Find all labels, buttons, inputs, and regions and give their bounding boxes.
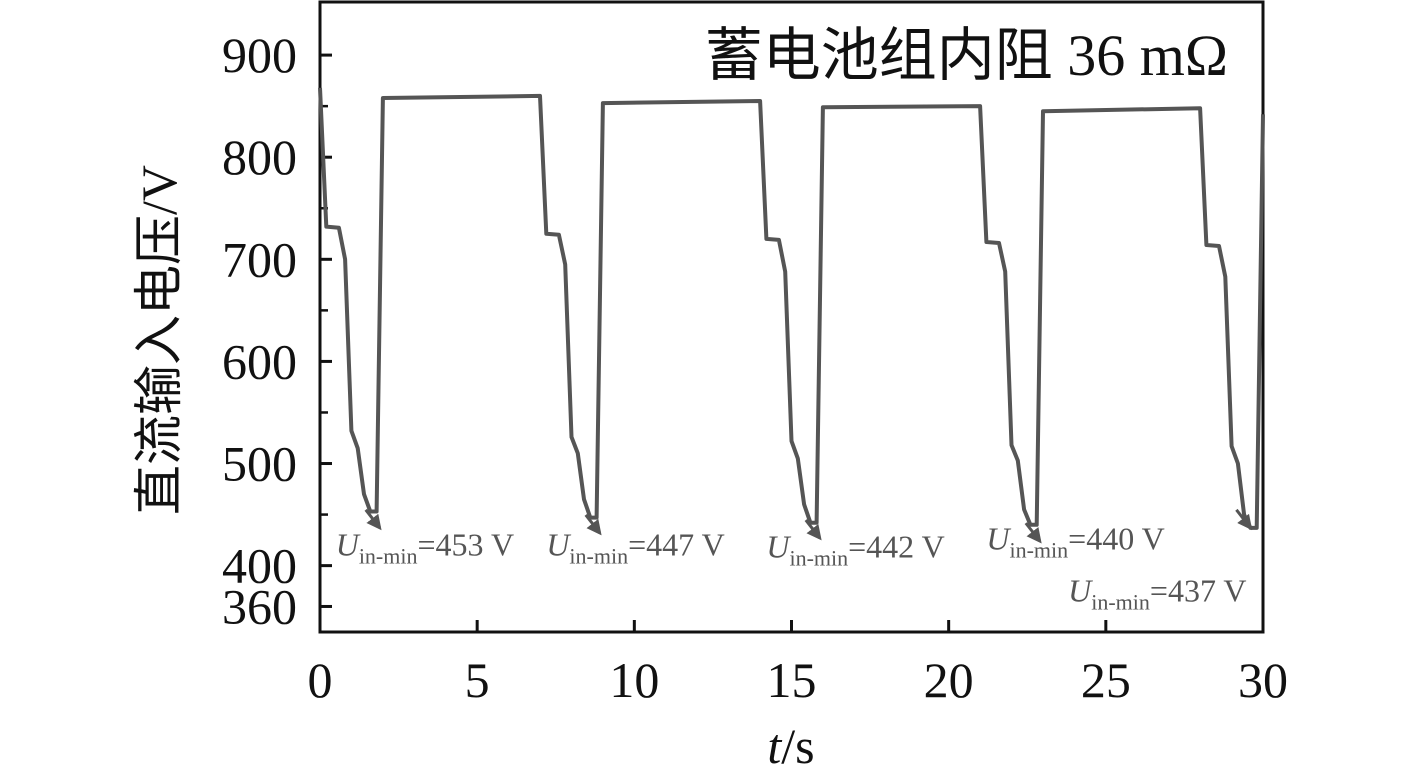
annotation-value: =437 V xyxy=(1150,572,1247,608)
annotation-arrow xyxy=(584,514,602,536)
x-tick-label: 25 xyxy=(1081,652,1131,708)
annotation-subscript: in-min xyxy=(359,543,418,568)
annotation-symbol: U xyxy=(546,526,571,562)
series-layer xyxy=(318,87,1265,530)
y-tick-label: 800 xyxy=(222,129,297,185)
x-tick-label: 20 xyxy=(924,652,974,708)
annotation-label: Uin-min=440 V xyxy=(986,520,1164,562)
annotation-arrow xyxy=(804,519,822,541)
annotation-arrow xyxy=(364,508,382,531)
y-tick-label: 900 xyxy=(222,27,297,83)
annotation-symbol: U xyxy=(336,526,361,562)
y-tick-label: 500 xyxy=(222,436,297,492)
x-tick-label: 0 xyxy=(308,652,333,708)
annotation-value: =447 V xyxy=(628,526,725,562)
y-tick-label: 600 xyxy=(222,333,297,389)
x-tick-label: 5 xyxy=(465,652,490,708)
x-tick-label: 15 xyxy=(767,652,817,708)
series-line xyxy=(318,87,1265,530)
x-axis-title-variable: t xyxy=(767,718,782,774)
annotation-label: Uin-min=442 V xyxy=(766,528,944,570)
y-tick-label: 400 xyxy=(222,538,297,594)
y-axis-title: 直流输入电压/V xyxy=(131,165,187,515)
y-tick-label: 360 xyxy=(222,578,297,634)
annotation-subscript: in-min xyxy=(1091,589,1150,614)
annotation-value: =440 V xyxy=(1068,520,1165,556)
annotation-arrow xyxy=(1024,522,1042,544)
annotation-value: =442 V xyxy=(848,528,945,564)
annotation-label: Uin-min=453 V xyxy=(336,526,514,568)
annotation-arrow xyxy=(1235,508,1253,531)
y-tick-label: 700 xyxy=(222,231,297,287)
x-tick-label: 10 xyxy=(609,652,659,708)
chart-title: 蓄电池组内阻 36 mΩ xyxy=(705,23,1228,88)
x-axis-title: t/s xyxy=(767,718,814,774)
annotation-value: =453 V xyxy=(417,526,514,562)
annotation-subscript: in-min xyxy=(569,543,628,568)
annotation-symbol: U xyxy=(986,520,1011,556)
annotation-symbol: U xyxy=(1068,572,1093,608)
x-axis-title-unit: /s xyxy=(781,718,814,774)
annotation-label: Uin-min=447 V xyxy=(546,526,724,568)
annotation-label: Uin-min=437 V xyxy=(1068,572,1246,614)
x-tick-label: 30 xyxy=(1238,652,1288,708)
annotation-subscript: in-min xyxy=(789,545,848,570)
annotation-symbol: U xyxy=(766,528,791,564)
